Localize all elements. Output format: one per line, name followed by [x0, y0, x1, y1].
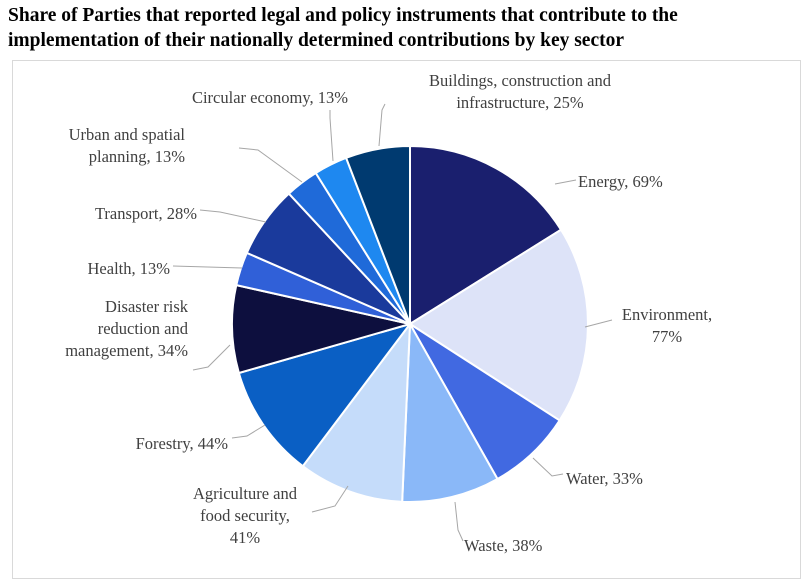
leader-line-energy-69 — [554, 179, 577, 185]
slice-label-line: Disaster risk — [105, 297, 189, 316]
slice-label-line: Forestry, 44% — [136, 434, 229, 453]
slice-label-buildings-construction-and: Buildings, construction and infrastructur… — [429, 71, 612, 112]
slice-label-health-13: Health, 13% — [88, 259, 171, 278]
slice-labels: Energy, 69% Environment, 77% Water, 33% Wast… — [65, 71, 712, 555]
slice-label-line: infrastructure, 25% — [456, 93, 584, 112]
slice-label-line: 41% — [230, 528, 261, 547]
slice-label-line: management, 34% — [65, 341, 188, 360]
slice-label-forestry-44: Forestry, 44% — [136, 434, 229, 453]
slice-label-line: food security, — [200, 506, 290, 525]
slice-label-agriculture-and: Agriculture and food security, 41% — [193, 484, 298, 547]
pie-slice-forestry-44 — [237, 322, 413, 468]
slice-label-line: reduction and — [98, 319, 189, 338]
slice-label-line: Health, 13% — [88, 259, 171, 278]
pie-slice-environment — [408, 228, 589, 422]
slice-label-water-33: Water, 33% — [566, 469, 643, 488]
slice-label-transport-28: Transport, 28% — [95, 204, 197, 223]
slice-label-line: Transport, 28% — [95, 204, 197, 223]
chart-title: Share of Parties that reported legal and… — [8, 3, 803, 53]
leader-line-environment — [584, 319, 613, 328]
leader-line-water-33 — [532, 457, 564, 477]
leader-line-circular-economy-13 — [329, 110, 334, 162]
slice-label-line: 77% — [652, 327, 683, 346]
slice-label-energy-69: Energy, 69% — [578, 172, 663, 191]
pie-slice-waste-38 — [401, 320, 499, 503]
chart-title-line-1: Share of Parties that reported legal and… — [8, 5, 678, 26]
slice-label-circular-economy-13: Circular economy, 13% — [192, 88, 348, 107]
chart-frame — [12, 60, 801, 579]
slice-label-waste-38: Waste, 38% — [464, 536, 543, 555]
slice-label-line: Urban and spatial — [69, 125, 186, 144]
slice-label-line: Water, 33% — [566, 469, 643, 488]
slice-label-line: planning, 13% — [89, 147, 185, 166]
pie-slices — [231, 144, 589, 503]
leader-line-waste-38 — [454, 501, 464, 542]
slice-label-environment: Environment, 77% — [622, 305, 712, 346]
slice-label-line: Buildings, construction and — [429, 71, 612, 90]
slice-label-line: Energy, 69% — [578, 172, 663, 191]
label-leader-lines — [172, 103, 613, 542]
slice-label-line: Waste, 38% — [464, 536, 543, 555]
leader-line-agriculture-and — [311, 485, 349, 513]
leader-line-transport-28 — [199, 209, 267, 223]
leader-line-forestry-44 — [231, 424, 266, 439]
leader-line-disaster-risk — [192, 344, 231, 371]
pie-slice-agriculture-and — [301, 320, 412, 503]
chart-title-line-2: implementation of their nationally deter… — [8, 30, 625, 51]
slice-label-line: Agriculture and — [193, 484, 298, 503]
leader-line-urban-and-spatial — [238, 147, 303, 183]
slice-label-line: Circular economy, 13% — [192, 88, 348, 107]
leader-line-buildings-construction-and — [378, 103, 386, 147]
leader-line-health-13 — [172, 265, 243, 269]
slice-label-line: Environment, — [622, 305, 712, 324]
slice-label-urban-and-spatial: Urban and spatial planning, 13% — [69, 125, 186, 166]
slice-label-disaster-risk: Disaster risk reduction and management, 34… — [65, 297, 189, 360]
pie-slice-energy-69 — [409, 144, 563, 326]
pie-slice-buildings-construction-and — [344, 144, 411, 325]
